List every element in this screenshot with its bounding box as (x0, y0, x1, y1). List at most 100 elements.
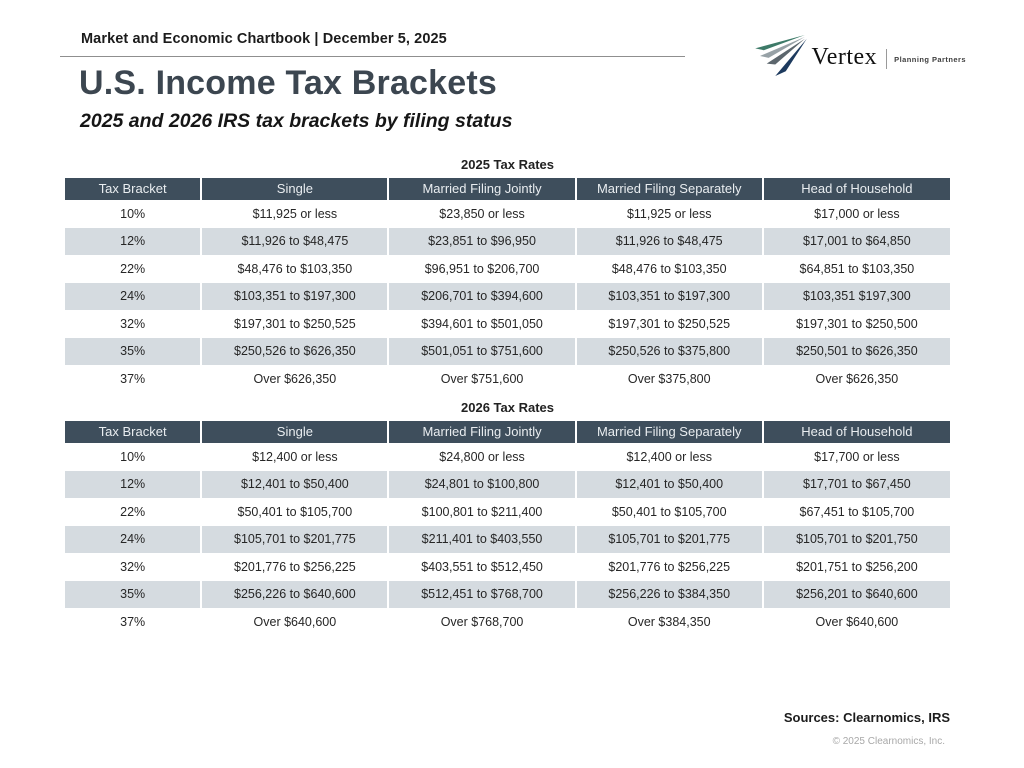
income-range-cell: $105,701 to $201,750 (762, 525, 950, 553)
income-range-cell: $11,925 or less (575, 200, 764, 228)
income-range-cell: $17,700 or less (762, 443, 950, 471)
income-range-cell: $12,401 to $50,400 (575, 470, 764, 498)
table-header-row: Tax Bracket Single Married Filing Jointly M… (65, 421, 950, 443)
column-header: Single (201, 421, 390, 443)
table-row: 24% $103,351 to $197,300 $206,701 to $394,… (65, 282, 950, 310)
bracket-cell: 22% (65, 255, 203, 283)
income-range-cell: $105,701 to $201,775 (201, 525, 390, 553)
table-row: 10% $12,400 or less $24,800 or less $12,400… (65, 443, 950, 471)
income-range-cell: $67,451 to $105,700 (762, 498, 950, 526)
income-range-cell: $17,701 to $67,450 (762, 470, 950, 498)
table-title-2025: 2025 Tax Rates (461, 157, 554, 172)
bracket-cell: 12% (65, 470, 203, 498)
bracket-cell: 32% (65, 553, 203, 581)
income-range-cell: $50,401 to $105,700 (575, 498, 764, 526)
income-range-cell: $12,400 or less (201, 443, 390, 471)
income-range-cell: $501,051 to $751,600 (388, 337, 577, 365)
income-range-cell: $96,951 to $206,700 (388, 255, 577, 283)
table-row: 32% $201,776 to $256,225 $403,551 to $512,… (65, 553, 950, 581)
bracket-cell: 10% (65, 200, 203, 228)
income-range-cell: $256,226 to $384,350 (575, 580, 764, 608)
vertex-logo: Vertex Planning Partners (754, 34, 966, 81)
income-range-cell: $17,000 or less (762, 200, 950, 228)
income-range-cell: $100,801 to $211,400 (388, 498, 577, 526)
logo-wordmark: Vertex (811, 44, 878, 70)
income-range-cell: Over $640,600 (201, 608, 390, 636)
income-range-cell: $197,301 to $250,525 (575, 310, 764, 338)
income-range-cell: $394,601 to $501,050 (388, 310, 577, 338)
bracket-cell: 35% (65, 337, 203, 365)
income-range-cell: $23,850 or less (388, 200, 577, 228)
income-range-cell: $211,401 to $403,550 (388, 525, 577, 553)
table-row: 35% $256,226 to $640,600 $512,451 to $768,… (65, 580, 950, 608)
income-range-cell: $11,925 or less (201, 200, 390, 228)
table-row: 35% $250,526 to $626,350 $501,051 to $751,… (65, 337, 950, 365)
income-range-cell: $103,351 to $197,300 (201, 282, 390, 310)
income-range-cell: $250,526 to $626,350 (201, 337, 390, 365)
bracket-cell: 35% (65, 580, 203, 608)
column-header: Head of Household (762, 178, 950, 200)
table-row: 22% $50,401 to $105,700 $100,801 to $211,4… (65, 498, 950, 526)
table-row: 12% $11,926 to $48,475 $23,851 to $96,950 $… (65, 227, 950, 255)
income-range-cell: $403,551 to $512,450 (388, 553, 577, 581)
income-range-cell: $250,526 to $375,800 (575, 337, 764, 365)
income-range-cell: $12,400 or less (575, 443, 764, 471)
page-subtitle: 2025 and 2026 IRS tax brackets by filing… (80, 110, 513, 132)
income-range-cell: $48,476 to $103,350 (575, 255, 764, 283)
income-range-cell: $105,701 to $201,775 (575, 525, 764, 553)
income-range-cell: $24,800 or less (388, 443, 577, 471)
income-range-cell: $17,001 to $64,850 (762, 227, 950, 255)
bracket-cell: 37% (65, 608, 203, 636)
income-range-cell: $24,801 to $100,800 (388, 470, 577, 498)
column-header: Married Filing Separately (575, 178, 764, 200)
table-header-row: Tax Bracket Single Married Filing Jointly M… (65, 178, 950, 200)
logo-divider (886, 48, 888, 69)
income-range-cell: $50,401 to $105,700 (201, 498, 390, 526)
chartbook-eyebrow: Market and Economic Chartbook | December… (81, 31, 447, 47)
income-range-cell: $197,301 to $250,500 (762, 310, 950, 338)
income-range-cell: $250,501 to $626,350 (762, 337, 950, 365)
income-range-cell: Over $626,350 (201, 365, 390, 393)
income-range-cell: $11,926 to $48,475 (201, 227, 390, 255)
income-range-cell: $64,851 to $103,350 (762, 255, 950, 283)
logo-tagline: Planning Partners (894, 54, 966, 64)
header-divider (60, 56, 685, 57)
table-row: 32% $197,301 to $250,525 $394,601 to $501,… (65, 310, 950, 338)
column-header: Married Filing Jointly (388, 421, 577, 443)
bracket-cell: 32% (65, 310, 203, 338)
income-range-cell: $103,351 to $197,300 (575, 282, 764, 310)
income-range-cell: $11,926 to $48,475 (575, 227, 764, 255)
income-range-cell: $48,476 to $103,350 (201, 255, 390, 283)
copyright-note: © 2025 Clearnomics, Inc. (832, 736, 945, 747)
income-range-cell: $201,776 to $256,225 (575, 553, 764, 581)
column-header: Single (201, 178, 390, 200)
income-range-cell: $201,776 to $256,225 (201, 553, 390, 581)
table-row: 37% Over $626,350 Over $751,600 Over $375,8… (65, 365, 950, 393)
income-range-cell: $256,201 to $640,600 (762, 580, 950, 608)
fan-stripes-icon (754, 34, 812, 81)
income-range-cell: $23,851 to $96,950 (388, 227, 577, 255)
table-title-2026: 2026 Tax Rates (461, 400, 554, 415)
column-header: Head of Household (762, 421, 950, 443)
tax-table-2025: Tax Bracket Single Married Filing Jointly M… (65, 178, 950, 393)
page-title: U.S. Income Tax Brackets (79, 64, 498, 102)
income-range-cell: $206,701 to $394,600 (388, 282, 577, 310)
tax-table-2026-section: 2026 Tax Rates Tax Bracket Single Married … (65, 401, 950, 636)
income-range-cell: $103,351 $197,300 (762, 282, 950, 310)
bracket-cell: 24% (65, 282, 203, 310)
table-row: 10% $11,925 or less $23,850 or less $11,925… (65, 200, 950, 228)
bracket-cell: 24% (65, 525, 203, 553)
income-range-cell: $201,751 to $256,200 (762, 553, 950, 581)
income-range-cell: Over $751,600 (388, 365, 577, 393)
income-range-cell: $197,301 to $250,525 (201, 310, 390, 338)
income-range-cell: Over $768,700 (388, 608, 577, 636)
tax-table-2026: Tax Bracket Single Married Filing Jointly M… (65, 421, 950, 636)
bracket-cell: 22% (65, 498, 203, 526)
income-range-cell: Over $640,600 (762, 608, 950, 636)
bracket-cell: 10% (65, 443, 203, 471)
income-range-cell: Over $384,350 (575, 608, 764, 636)
column-header: Married Filing Separately (575, 421, 764, 443)
bracket-cell: 37% (65, 365, 203, 393)
table-row: 22% $48,476 to $103,350 $96,951 to $206,70… (65, 255, 950, 283)
